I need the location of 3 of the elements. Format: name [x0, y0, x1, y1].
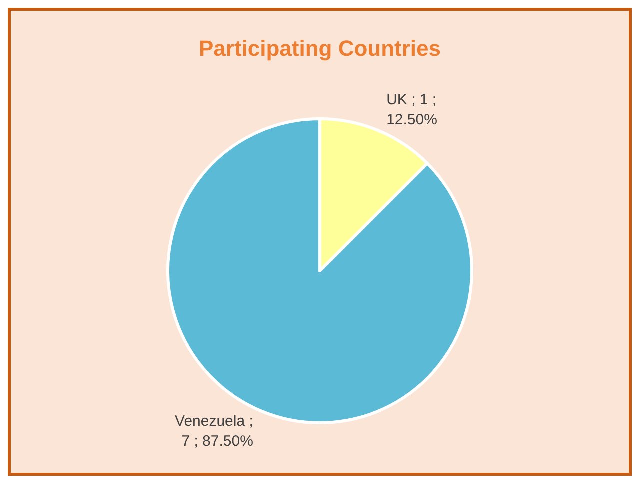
slice-label: Venezuela ; 7 ; 87.50% [175, 412, 254, 450]
chart-title: Participating Countries [198, 36, 442, 61]
slice-label: UK ; 1 ; 12.50% [386, 91, 438, 128]
